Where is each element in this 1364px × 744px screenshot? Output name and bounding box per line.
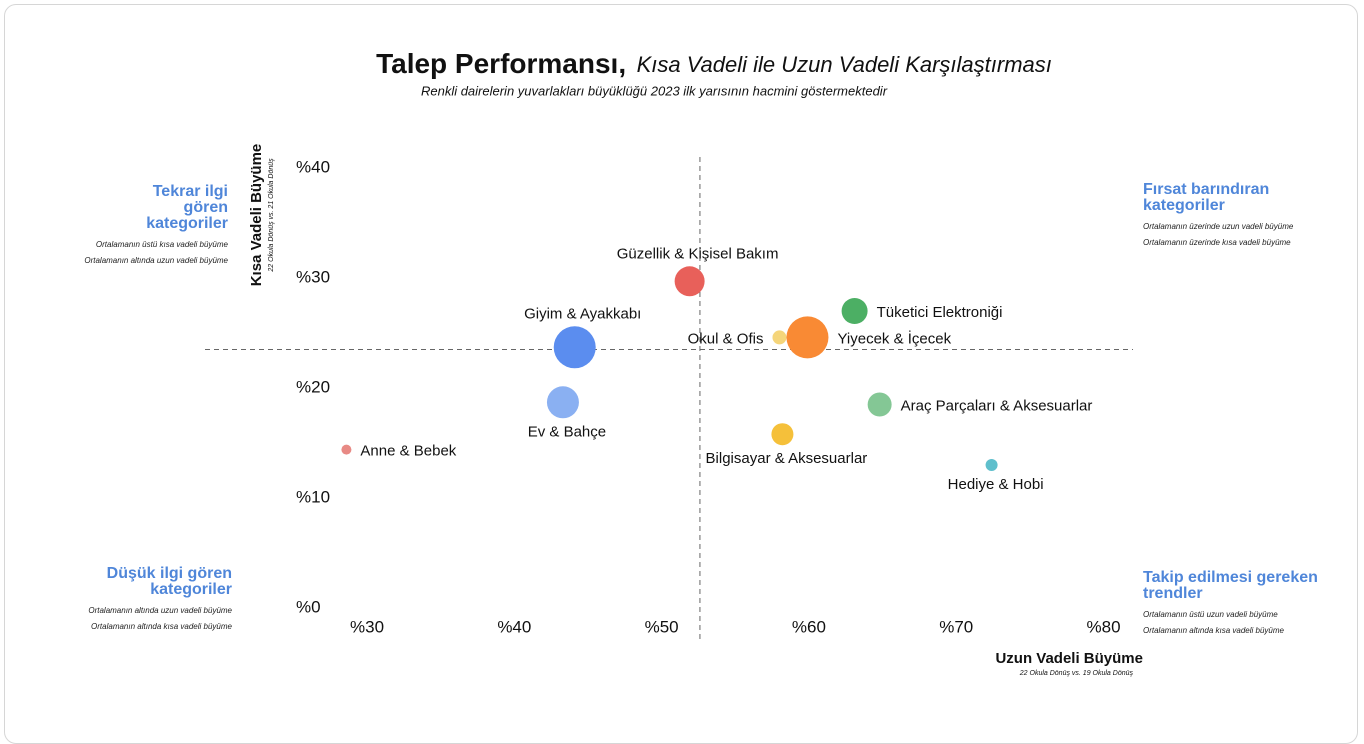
bubble [841, 298, 868, 324]
x-axis-subtitle: 22 Okula Dönüş vs. 19 Okula Dönüş [1019, 670, 1134, 677]
y-axis-title: Kısa Vadeli Büyüme [248, 144, 265, 287]
bubble-label: Araç Parçaları & Aksesuarlar [901, 397, 1093, 414]
quadrant-title: Düşük ilgi gören kategoriler [106, 565, 232, 598]
x-axis-title: Uzun Vadeli Büyüme [995, 650, 1143, 667]
quadrant-top-left: Tekrar ilgi gören kategoriler Ortalamanı… [28, 184, 228, 269]
bubble [771, 423, 794, 446]
x-tick-label: %30 [350, 617, 384, 636]
quadrant-bottom-left: Düşük ilgi gören kategoriler Ortalamanın… [32, 566, 232, 635]
y-tick-label: %10 [296, 487, 330, 506]
quadrant-title: Takip edilmesi gereken trendler [1143, 569, 1318, 602]
quadrant-line: Ortalamanın altında uzun vadeli büyüme [84, 256, 228, 265]
quadrant-title: Tekrar ilgi gören kategoriler [146, 183, 228, 232]
bubble-label: Okul & Ofis [688, 330, 764, 347]
quadrant-line: Ortalamanın üzerinde kısa vadeli büyüme [1143, 238, 1291, 247]
x-tick-label: %60 [792, 617, 826, 636]
quadrant-bottom-right: Takip edilmesi gereken trendler Ortalama… [1143, 570, 1343, 639]
bubble-label: Anne & Bebek [360, 443, 456, 460]
x-tick-label: %50 [645, 617, 679, 636]
bubble [786, 316, 829, 359]
y-tick-label: %30 [296, 267, 330, 286]
bubble-label: Giyim & Ayakkabı [524, 305, 641, 322]
y-tick-label: %0 [296, 597, 321, 616]
bubble-label: Tüketici Elektroniği [877, 304, 1003, 321]
bubble [674, 266, 705, 297]
bubble-label: Hediye & Hobi [948, 476, 1044, 493]
bubble [772, 330, 787, 345]
bubble [985, 459, 998, 471]
bubble [867, 392, 892, 417]
x-tick-label: %80 [1087, 617, 1121, 636]
y-tick-label: %20 [296, 377, 330, 396]
bubble-label: Bilgisayar & Aksesuarlar [706, 450, 868, 467]
bubble-label: Güzellik & Kişisel Bakım [617, 245, 779, 262]
quadrant-line: Ortalamanın altında kısa vadeli büyüme [1143, 626, 1284, 635]
title-italic: Kısa Vadeli ile Uzun Vadeli Karşılaştırm… [637, 52, 1052, 77]
quadrant-line: Ortalamanın üstü uzun vadeli büyüme [1143, 610, 1278, 619]
quadrant-title: Fırsat barındıran kategoriler [1143, 181, 1270, 214]
quadrant-top-right: Fırsat barındıran kategoriler Ortalamanı… [1143, 182, 1343, 251]
quadrant-line: Ortalamanın üzerinde uzun vadeli büyüme [1143, 222, 1294, 231]
bubble [553, 326, 596, 369]
bubble-label: Ev & Bahçe [528, 423, 606, 440]
y-tick-label: %40 [296, 157, 330, 176]
x-tick-label: %70 [939, 617, 973, 636]
bubble-label: Yiyecek & İçecek [837, 329, 951, 347]
quadrant-line: Ortalamanın üstü kısa vadeli büyüme [95, 240, 228, 249]
x-tick-label: %40 [497, 617, 531, 636]
bubble [341, 444, 352, 455]
quadrant-line: Ortalamanın altında uzun vadeli büyüme [88, 606, 232, 615]
bubble [546, 386, 579, 419]
chart-title: Talep Performansı, Kısa Vadeli ile Uzun … [376, 48, 1052, 79]
quadrant-line: Ortalamanın altında kısa vadeli büyüme [91, 622, 232, 631]
subtitle: Renkli dairelerin yuvarlakları büyüklüğü… [421, 83, 888, 98]
title-bold: Talep Performansı, [376, 48, 626, 79]
y-axis-subtitle: 22 Okula Dönüş vs. 21 Okula Dönüş [268, 158, 275, 273]
